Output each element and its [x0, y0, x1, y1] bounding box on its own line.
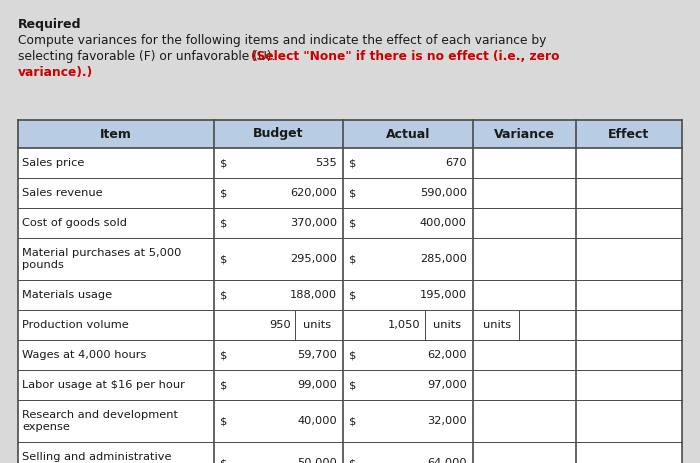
Text: Material purchases at 5,000
pounds: Material purchases at 5,000 pounds	[22, 248, 181, 270]
Text: 195,000: 195,000	[420, 290, 467, 300]
Text: 32,000: 32,000	[427, 416, 467, 426]
Bar	[18, 280, 682, 310]
Text: 64,000: 64,000	[427, 458, 467, 463]
Text: $: $	[349, 188, 357, 198]
Text: 670: 670	[445, 158, 467, 168]
Text: 97,000: 97,000	[427, 380, 467, 390]
Text: variance).): variance).)	[18, 66, 93, 79]
Text: Sales revenue: Sales revenue	[22, 188, 103, 198]
Text: 620,000: 620,000	[290, 188, 337, 198]
Bar	[18, 120, 682, 148]
Text: $: $	[220, 380, 228, 390]
Text: 40,000: 40,000	[298, 416, 337, 426]
Bar	[18, 208, 682, 238]
Text: $: $	[220, 254, 228, 264]
Text: 62,000: 62,000	[427, 350, 467, 360]
Text: Cost of goods sold: Cost of goods sold	[22, 218, 127, 228]
Text: 535: 535	[316, 158, 337, 168]
Text: Labor usage at $16 per hour: Labor usage at $16 per hour	[22, 380, 185, 390]
Bar	[18, 310, 682, 340]
Text: $: $	[349, 458, 357, 463]
Text: $: $	[349, 254, 357, 264]
Text: 50,000: 50,000	[298, 458, 337, 463]
Text: units: units	[483, 320, 511, 330]
Text: $: $	[220, 188, 228, 198]
Text: $: $	[349, 158, 357, 168]
Bar	[18, 148, 682, 178]
Text: $: $	[349, 416, 357, 426]
Bar	[18, 442, 682, 463]
Text: Item: Item	[100, 127, 132, 140]
Text: Selling and administrative
expenses: Selling and administrative expenses	[22, 452, 171, 463]
Text: $: $	[220, 290, 228, 300]
Text: $: $	[349, 380, 357, 390]
Text: $: $	[349, 290, 357, 300]
Bar	[18, 340, 682, 370]
Text: 400,000: 400,000	[420, 218, 467, 228]
Text: units: units	[303, 320, 331, 330]
Bar	[18, 178, 682, 208]
Text: 99,000: 99,000	[298, 380, 337, 390]
Text: 370,000: 370,000	[290, 218, 337, 228]
Text: Compute variances for the following items and indicate the effect of each varian: Compute variances for the following item…	[18, 34, 547, 47]
Text: Actual: Actual	[386, 127, 430, 140]
Text: 1,050: 1,050	[389, 320, 421, 330]
Bar	[18, 370, 682, 400]
Text: Research and development
expense: Research and development expense	[22, 410, 178, 432]
Text: 295,000: 295,000	[290, 254, 337, 264]
Text: selecting favorable (F) or unfavorable (U).: selecting favorable (F) or unfavorable (…	[18, 50, 279, 63]
Text: 590,000: 590,000	[420, 188, 467, 198]
Text: Materials usage: Materials usage	[22, 290, 112, 300]
Text: 59,700: 59,700	[298, 350, 337, 360]
Text: Production volume: Production volume	[22, 320, 129, 330]
Text: $: $	[349, 350, 357, 360]
Text: Sales price: Sales price	[22, 158, 85, 168]
Text: $: $	[220, 458, 228, 463]
Text: Budget: Budget	[253, 127, 304, 140]
Bar	[18, 400, 682, 442]
Text: $: $	[220, 158, 228, 168]
Text: 950: 950	[270, 320, 291, 330]
Text: $: $	[220, 218, 228, 228]
Text: (Select "None" if there is no effect (i.e., zero: (Select "None" if there is no effect (i.…	[251, 50, 559, 63]
Bar	[18, 238, 682, 280]
Text: 188,000: 188,000	[290, 290, 337, 300]
Text: $: $	[349, 218, 357, 228]
Text: Effect: Effect	[608, 127, 650, 140]
Text: 285,000: 285,000	[420, 254, 467, 264]
Text: Required: Required	[18, 18, 81, 31]
Text: Wages at 4,000 hours: Wages at 4,000 hours	[22, 350, 146, 360]
Text: $: $	[220, 350, 228, 360]
Text: Variance: Variance	[494, 127, 555, 140]
Text: $: $	[220, 416, 228, 426]
Text: units: units	[433, 320, 461, 330]
